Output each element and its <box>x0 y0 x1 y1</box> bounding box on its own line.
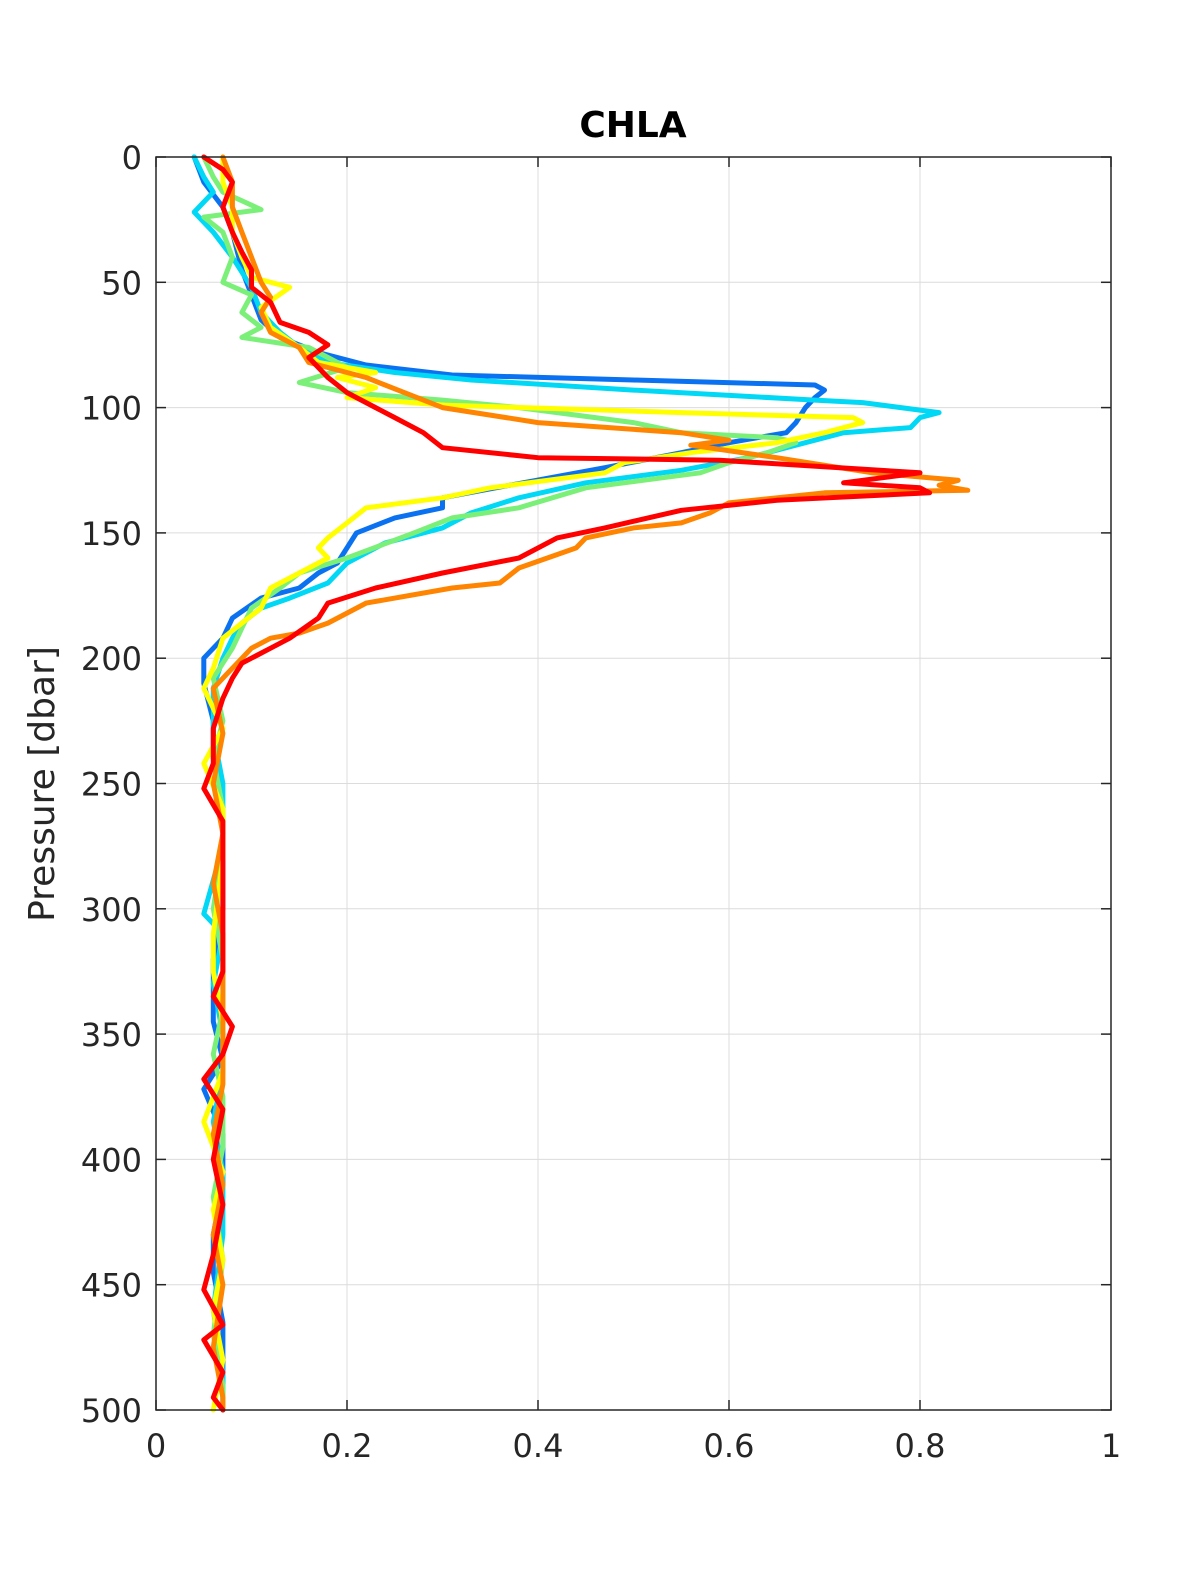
y-tick-label: 500 <box>81 1392 142 1430</box>
y-tick-label: 250 <box>81 766 142 804</box>
x-tick-labels: 0 0.2 0.4 0.6 0.8 1 <box>146 1427 1121 1465</box>
x-tick-label: 0.6 <box>704 1427 755 1465</box>
y-tick-label: 350 <box>81 1016 142 1054</box>
y-tick-label: 100 <box>81 390 142 428</box>
x-tick-label: 0.8 <box>895 1427 946 1465</box>
y-tick-label: 150 <box>81 515 142 553</box>
profile-line-5 <box>210 154 971 1413</box>
x-tick-label: 0 <box>146 1427 166 1465</box>
chart-title: CHLA <box>579 105 686 146</box>
y-tick-label: 0 <box>122 139 142 177</box>
plot-frame <box>155 156 1112 1411</box>
y-tick-label: 400 <box>81 1141 142 1179</box>
y-tick-label: 450 <box>81 1267 142 1305</box>
x-tick-label: 1 <box>1101 1427 1121 1465</box>
y-tick-label: 200 <box>81 640 142 678</box>
y-tick-label: 50 <box>101 264 142 302</box>
profile-line-1 <box>191 154 827 1413</box>
x-tick-label: 0.4 <box>513 1427 564 1465</box>
y-tick-label: 300 <box>81 891 142 929</box>
x-tick-label: 0.2 <box>322 1427 373 1465</box>
y-axis-label: Pressure [dbar] <box>22 646 63 922</box>
profile-line-6 <box>201 154 933 1413</box>
y-tick-labels: 0 50 100 150 200 250 300 350 400 450 500 <box>81 139 142 1430</box>
series-lines <box>191 154 971 1413</box>
